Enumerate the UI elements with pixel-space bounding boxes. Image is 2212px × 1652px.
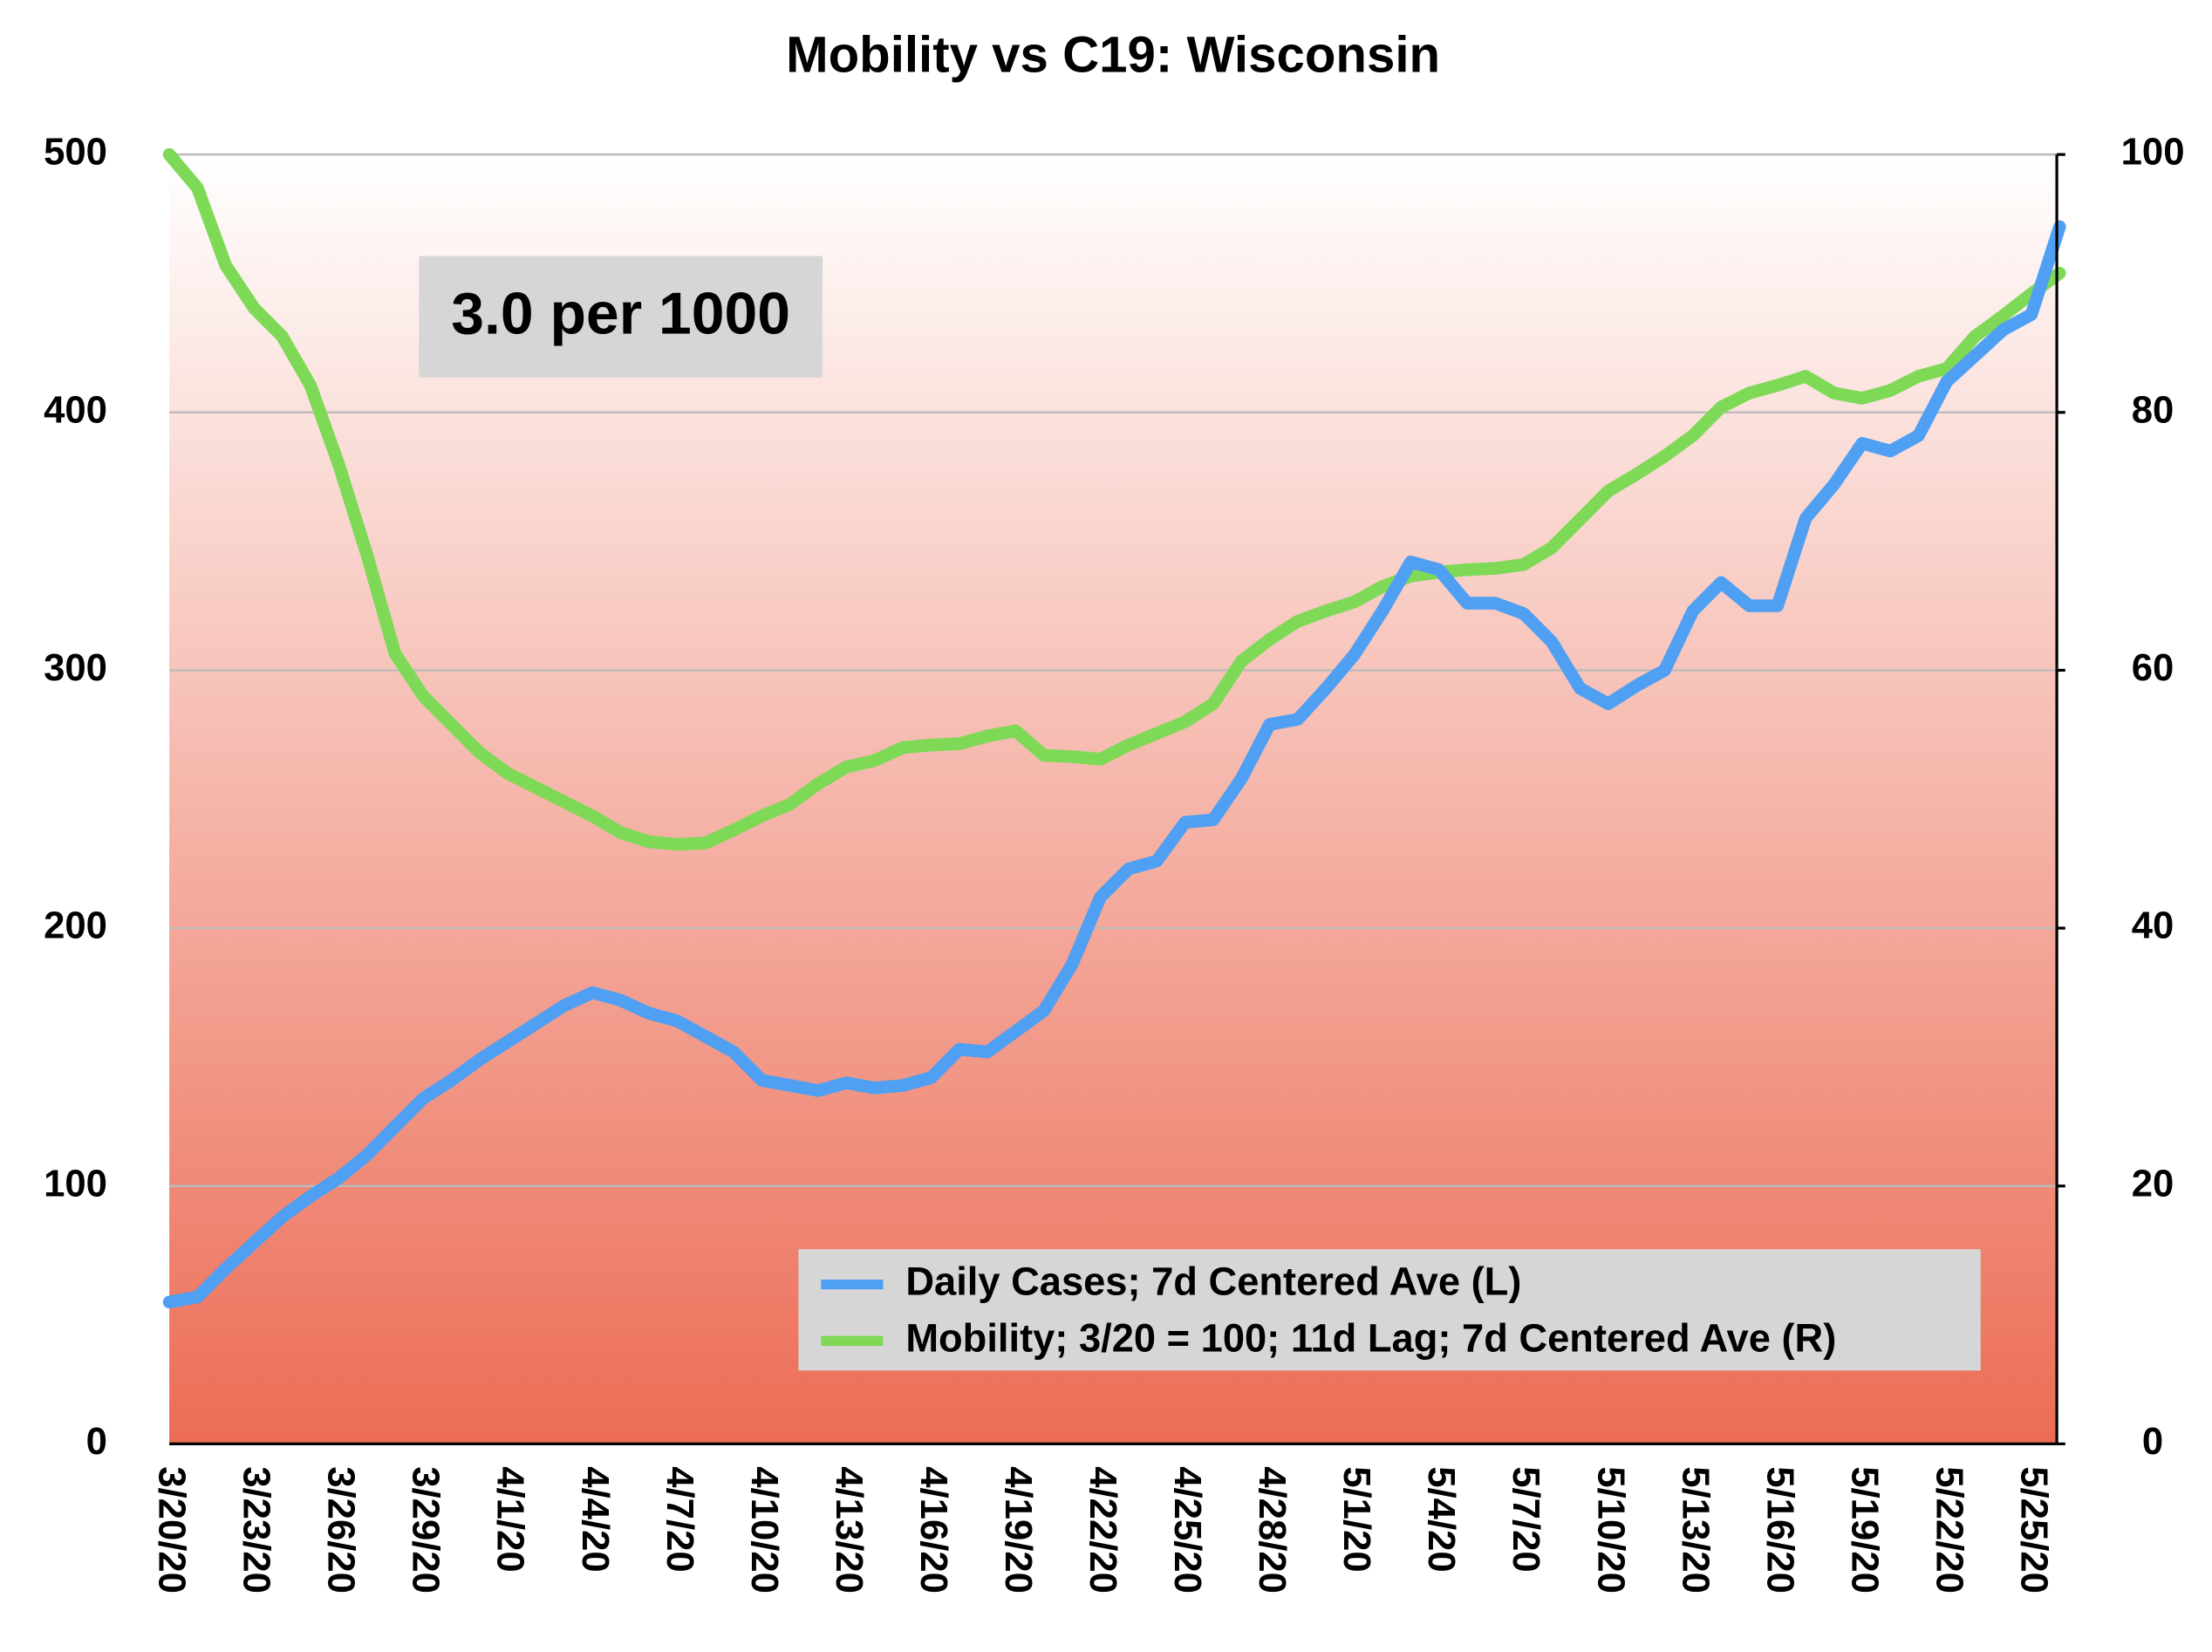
- y-tick-label: 100: [44, 1162, 107, 1205]
- y2-tick-label: 60: [2132, 646, 2174, 689]
- y-tick-label: 200: [44, 905, 107, 947]
- x-tick-label: 4/13/20: [828, 1466, 870, 1594]
- x-tick-label: 4/1/20: [489, 1466, 532, 1572]
- y2-tick-label: 0: [2142, 1420, 2163, 1463]
- x-tick-label: 5/13/20: [1674, 1466, 1717, 1594]
- y2-tick-label: 20: [2132, 1162, 2174, 1205]
- x-tick-label: 4/16/20: [912, 1466, 955, 1594]
- series-line: [162, 220, 2066, 1309]
- x-tick-label: 4/28/20: [1251, 1466, 1294, 1594]
- y2-tick-label: 80: [2132, 388, 2174, 431]
- chart-title: Mobility vs C19: Wisconsin: [786, 27, 1440, 84]
- x-tick-label: 4/10/20: [743, 1466, 786, 1594]
- x-tick-label: 5/7/20: [1505, 1466, 1547, 1572]
- x-tick-label: 4/25/20: [1166, 1466, 1209, 1594]
- x-tick-label: 4/7/20: [659, 1466, 701, 1572]
- x-tick-label: 5/1/20: [1335, 1466, 1378, 1572]
- x-tick-label: 3/20/20: [151, 1466, 194, 1594]
- legend-label: Mobility; 3/20 = 100; 11d Lag; 7d Center…: [905, 1315, 1836, 1360]
- x-tick-label: 3/23/20: [236, 1466, 278, 1594]
- annotation-box: [419, 256, 823, 378]
- x-tick-label: 5/19/20: [1843, 1466, 1886, 1594]
- x-tick-label: 3/29/20: [405, 1466, 447, 1594]
- x-tick-label: 4/22/20: [1082, 1466, 1124, 1594]
- y2-tick-label: 100: [2121, 131, 2185, 174]
- x-tick-label: 5/25/20: [2012, 1466, 2055, 1594]
- annotation: 3.0 per 1000: [451, 282, 790, 347]
- y2-tick-label: 40: [2132, 905, 2174, 947]
- y-tick-label: 400: [44, 388, 107, 431]
- x-tick-label: 5/10/20: [1589, 1466, 1632, 1594]
- y-tick-label: 500: [44, 131, 107, 174]
- series-line: [162, 147, 2066, 851]
- x-tick-label: 5/4/20: [1420, 1466, 1463, 1572]
- x-tick-label: 3/26/20: [320, 1466, 363, 1594]
- y-tick-label: 300: [44, 646, 107, 689]
- x-tick-label: 5/22/20: [1928, 1466, 1970, 1594]
- x-tick-label: 4/4/20: [574, 1466, 617, 1572]
- x-tick-label: 4/19/20: [997, 1466, 1040, 1594]
- x-tick-label: 5/16/20: [1758, 1466, 1801, 1594]
- legend: [798, 1249, 1981, 1371]
- y-tick-label: 0: [86, 1420, 107, 1463]
- legend-label: Daily Cases; 7d Centered Ave (L): [905, 1259, 1521, 1304]
